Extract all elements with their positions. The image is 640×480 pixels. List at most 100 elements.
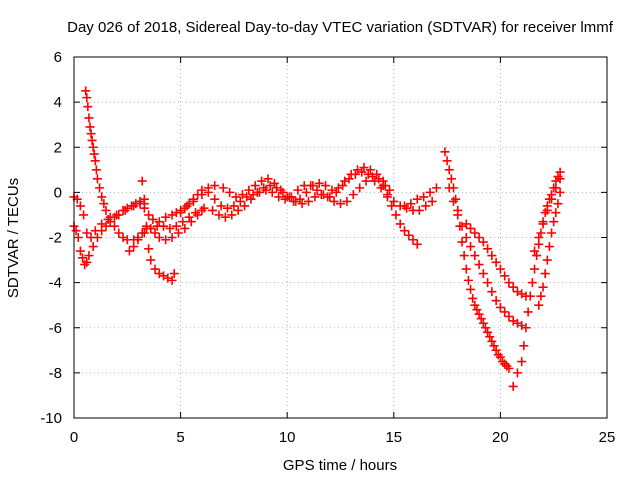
data-point-track-g: [208, 205, 218, 215]
data-point-track-e: [186, 217, 196, 227]
data-point-track-a: [154, 217, 164, 227]
data-point-track-g: [297, 199, 307, 209]
data-point-track-m: [508, 282, 518, 292]
axis-ticks: 0 5 10 15 20 25 -10 -8 -6 -4 -2 0 2 4 6: [40, 49, 615, 446]
data-point-track-k: [491, 345, 501, 355]
data-point-track-b: [71, 226, 81, 236]
y-tick-label: -10: [40, 410, 62, 427]
data-point-track-b: [114, 210, 124, 220]
data-point-track-h: [385, 185, 395, 195]
data-point-track-j: [419, 192, 429, 202]
data-point-track-c: [86, 129, 96, 139]
data-point-track-d: [139, 199, 149, 209]
data-point-track-l: [478, 269, 488, 279]
data-point-track-c: [85, 122, 95, 132]
data-point-track-n: [517, 357, 527, 367]
data-point-track-f: [267, 187, 277, 197]
data-point-track-c: [99, 199, 109, 209]
data-point-track-g: [310, 192, 320, 202]
data-point-track-f: [421, 201, 431, 211]
data-point-track-a: [82, 228, 92, 238]
data-point-track-m: [500, 271, 510, 281]
data-point-track-h: [250, 181, 260, 191]
data-point-track-n: [530, 264, 540, 274]
data-point-track-h: [269, 178, 279, 188]
data-point-track-g: [342, 196, 352, 206]
data-point-track-h: [289, 196, 299, 206]
data-point-track-l: [453, 210, 463, 220]
data-point-track-l: [470, 251, 480, 261]
data-point-track-e: [180, 223, 190, 233]
data-point-track-m: [487, 251, 497, 261]
data-point-track-h: [308, 181, 318, 191]
data-point-track-f: [197, 185, 207, 195]
data-point-track-g: [361, 176, 371, 186]
data-point-track-f: [312, 185, 322, 195]
data-point-track-e: [133, 235, 143, 245]
data-point-track-k: [504, 363, 514, 373]
data-point-track-f: [210, 194, 220, 204]
data-point-track-h: [301, 187, 311, 197]
data-point-track-e: [199, 203, 209, 213]
data-point-track-g: [348, 190, 358, 200]
data-point-track-o: [555, 187, 565, 197]
data-point-track-h: [353, 165, 363, 175]
data-point-track-c: [178, 217, 188, 227]
data-point-track-o: [551, 208, 561, 218]
data-point-track-c: [92, 174, 102, 184]
data-point-track-b: [84, 251, 94, 261]
data-point-track-i: [395, 219, 405, 229]
data-point-track-i: [412, 239, 422, 249]
data-point-track-a: [161, 212, 171, 222]
data-point-track-o: [553, 199, 563, 209]
data-point-track-l: [448, 196, 458, 206]
data-point-track-p: [534, 233, 544, 242]
data-point-track-k: [442, 156, 452, 166]
data-point-track-f: [235, 196, 245, 206]
data-point-track-e: [150, 228, 160, 238]
data-point-track-b: [73, 233, 83, 242]
data-point-track-p: [542, 205, 552, 215]
data-point-track-l: [444, 183, 454, 193]
data-point-track-h: [225, 187, 235, 197]
data-point-track-h: [237, 190, 247, 200]
data-point-track-k: [487, 336, 497, 346]
data-point-track-p: [538, 219, 548, 229]
data-point-track-e: [173, 228, 183, 238]
x-tick-label: 15: [385, 429, 402, 446]
x-axis-label: GPS time / hours: [283, 457, 397, 474]
data-point-track-d: [150, 264, 160, 274]
data-point-track-f: [184, 199, 194, 209]
x-tick-label: 25: [599, 429, 616, 446]
y-tick-label: 2: [54, 139, 62, 156]
data-point-track-b: [75, 246, 85, 256]
data-point-track-a: [75, 201, 85, 211]
data-point-track-h: [314, 178, 324, 188]
data-point-track-m: [478, 237, 488, 247]
x-tick-label: 5: [176, 429, 184, 446]
data-point-track-p: [555, 174, 565, 184]
data-point-track-e: [124, 246, 134, 256]
data-point-track-b: [97, 226, 107, 236]
data-point-track-j: [399, 201, 409, 211]
x-tick-label: 10: [279, 429, 296, 446]
data-point-track-c: [95, 183, 105, 193]
data-point-track-c: [89, 149, 99, 159]
data-point-track-l: [461, 233, 471, 242]
data-point-track-a: [210, 181, 220, 191]
data-point-track-f: [188, 194, 198, 204]
data-point-track-o: [538, 282, 548, 292]
data-point-track-h: [295, 194, 305, 204]
data-point-track-f: [216, 201, 226, 211]
data-point-track-e: [167, 233, 177, 242]
data-point-track-e: [146, 223, 156, 233]
data-point-track-f: [293, 185, 303, 195]
data-point-track-c: [101, 205, 111, 215]
data-point-track-n: [523, 307, 533, 317]
data-point-track-k: [468, 293, 478, 303]
data-point-track-k: [472, 305, 482, 315]
data-point-track-m: [504, 278, 514, 288]
data-point-track-g: [316, 190, 326, 200]
data-point-track-o: [549, 217, 559, 227]
data-point-track-m: [483, 244, 493, 254]
